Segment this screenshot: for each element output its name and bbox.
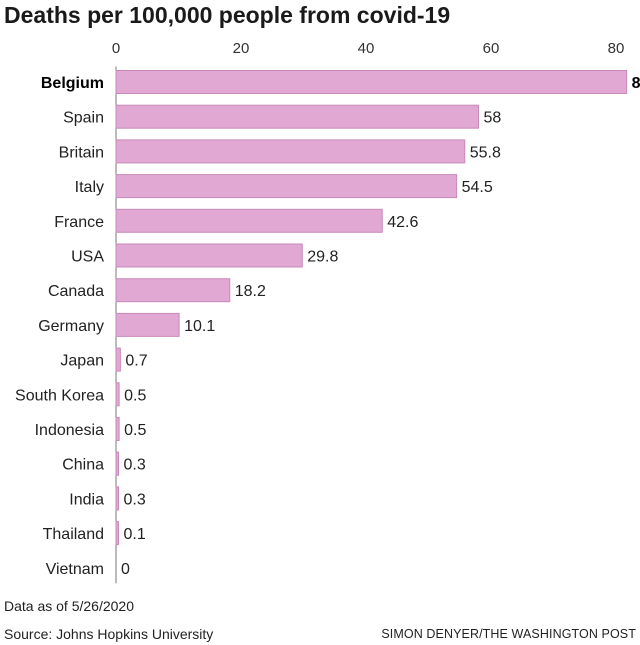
bar	[115, 70, 628, 94]
credit-note: SIMON DENYER/THE WASHINGTON POST	[381, 627, 636, 641]
bar-chart: 0 20 40 60 80 Belgium Spain Britain Italy France…	[15, 40, 640, 584]
bar	[115, 139, 466, 164]
value-label: 0.3	[124, 457, 146, 474]
bars	[115, 70, 628, 546]
value-label: 55.8	[470, 144, 501, 161]
bar	[115, 382, 120, 407]
bar	[115, 104, 479, 129]
value-label: 0.3	[124, 491, 146, 508]
value-label: 58	[484, 110, 502, 127]
bar	[115, 417, 120, 441]
x-tick-label: 60	[483, 40, 500, 57]
value-label: 0.5	[124, 422, 146, 439]
category-label: South Korea	[15, 387, 104, 404]
bar	[115, 451, 119, 476]
data-date-note: Data as of 5/26/2020	[4, 598, 134, 614]
category-label: Belgium	[41, 75, 104, 92]
category-label: Spain	[63, 110, 104, 127]
x-tick-label: 20	[233, 40, 250, 57]
bar	[115, 521, 119, 546]
category-label: Germany	[38, 318, 104, 335]
category-label: Thailand	[43, 526, 104, 543]
value-label: 18.2	[235, 283, 266, 300]
category-label: Britain	[59, 144, 104, 161]
category-label: China	[62, 457, 104, 474]
category-label: India	[69, 491, 104, 508]
category-label: Indonesia	[35, 422, 104, 439]
category-labels: Belgium Spain Britain Italy France USA Canada G…	[15, 75, 104, 578]
value-labels: 81.7 58 55.8 54.5 42.6 29.8 18.2 10.1 0.7 0.5 0.5 0…	[121, 75, 640, 578]
value-label: 0.1	[124, 526, 146, 543]
value-label: 42.6	[387, 214, 418, 231]
category-label: USA	[71, 249, 104, 266]
bar	[115, 278, 231, 303]
bar	[115, 243, 303, 268]
bar	[115, 486, 119, 511]
source-note: Source: Johns Hopkins University	[4, 626, 214, 642]
category-label: Vietnam	[46, 561, 104, 578]
bar	[115, 347, 121, 372]
bar	[115, 312, 180, 337]
x-tick-label: 80	[608, 40, 625, 57]
category-label: Japan	[60, 353, 104, 370]
category-label: Italy	[75, 179, 104, 196]
value-label: 81.7	[632, 75, 640, 92]
chart-title: Deaths per 100,000 people from covid-19	[4, 2, 451, 28]
value-label: 0.7	[125, 353, 147, 370]
x-tick-label: 40	[358, 40, 375, 57]
value-label: 0.5	[124, 387, 146, 404]
category-label: France	[54, 214, 104, 231]
value-label: 54.5	[462, 179, 493, 196]
value-label: 0	[121, 561, 130, 578]
bar	[115, 208, 383, 233]
value-label: 29.8	[307, 249, 338, 266]
bar	[115, 174, 458, 199]
x-tick-label: 0	[112, 40, 120, 57]
value-label: 10.1	[184, 318, 215, 335]
x-axis-ticks: 0 20 40 60 80	[112, 40, 625, 57]
category-label: Canada	[48, 283, 104, 300]
